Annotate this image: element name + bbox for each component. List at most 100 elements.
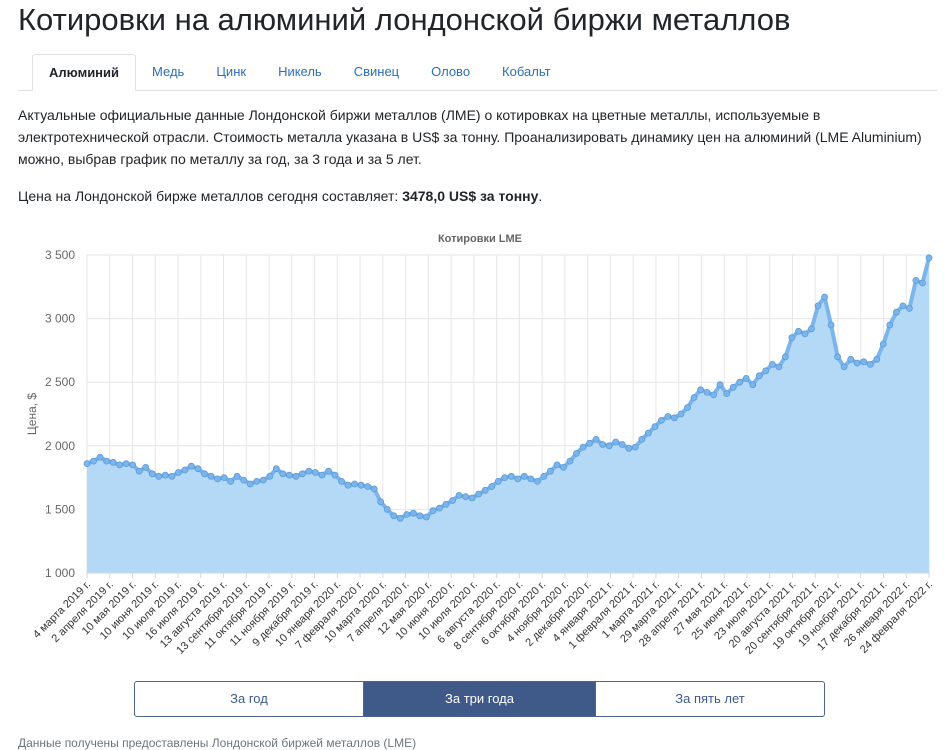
- price-point: [618, 441, 626, 448]
- price-suffix: .: [538, 188, 543, 204]
- price-point: [540, 472, 548, 480]
- price-point: [122, 460, 130, 468]
- one-year-button[interactable]: За год: [134, 681, 364, 717]
- price-point: [494, 477, 502, 485]
- tab-tin[interactable]: Олово: [431, 64, 471, 79]
- price-point: [775, 363, 783, 371]
- price-point: [233, 472, 241, 480]
- price-point: [827, 321, 835, 329]
- price-point: [318, 471, 326, 479]
- three-years-button[interactable]: За три года: [364, 681, 595, 717]
- price-point: [187, 462, 195, 470]
- price-point: [795, 327, 802, 335]
- price-point: [762, 367, 770, 375]
- price-point: [520, 472, 528, 480]
- price-point: [919, 279, 926, 287]
- tab-cobalt[interactable]: Кобальт: [502, 64, 551, 79]
- price-point: [834, 353, 841, 361]
- price-point: [214, 475, 221, 483]
- price-point: [83, 460, 91, 468]
- price-point: [742, 374, 750, 382]
- price-point: [716, 381, 724, 389]
- price-point: [129, 461, 137, 469]
- price-point: [566, 457, 574, 465]
- price-point: [429, 507, 437, 515]
- tab-lead[interactable]: Свинец: [353, 64, 400, 79]
- price-point: [377, 498, 385, 506]
- price-point: [272, 465, 280, 473]
- price-point: [925, 254, 933, 262]
- y-tick-label: 3 500: [45, 248, 75, 262]
- price-point: [501, 474, 509, 482]
- five-years-button[interactable]: За пять лет: [595, 681, 825, 717]
- price-point: [292, 472, 300, 480]
- price-point: [553, 461, 561, 469]
- source-note: Данные получены предоставлены Лондонской…: [18, 736, 417, 750]
- price-point: [866, 360, 874, 368]
- price-point: [879, 340, 887, 348]
- price-point: [442, 500, 450, 508]
- tab-zinc[interactable]: Цинк: [216, 64, 247, 79]
- price-point: [664, 413, 672, 420]
- price-point: [109, 458, 117, 466]
- price-point: [481, 486, 489, 494]
- price-point: [605, 442, 613, 450]
- y-tick-label: 2 500: [45, 375, 75, 389]
- price-point: [416, 512, 424, 520]
- price-point: [860, 358, 868, 366]
- price-point: [240, 476, 248, 484]
- price-point: [220, 474, 228, 482]
- price-point: [853, 359, 861, 367]
- price-point: [488, 483, 496, 490]
- price-point: [155, 472, 163, 480]
- price-point: [436, 504, 443, 512]
- price-point: [259, 476, 267, 484]
- y-tick-label: 2 000: [45, 439, 75, 453]
- price-point: [514, 475, 522, 483]
- y-tick-label: 1 000: [45, 566, 75, 580]
- price-point: [475, 490, 483, 498]
- price-point: [801, 330, 809, 338]
- chart-title: Котировки LME: [438, 233, 522, 245]
- price-point: [357, 481, 365, 489]
- price-area: [87, 257, 929, 573]
- price-value: 3478,0 US$ за тонну: [402, 188, 539, 204]
- price-point: [677, 410, 685, 418]
- price-point: [246, 480, 254, 488]
- price-point: [422, 513, 430, 521]
- price-point: [207, 472, 215, 480]
- price-point: [103, 457, 110, 465]
- tab-copper[interactable]: Медь: [152, 64, 185, 79]
- price-point: [390, 512, 398, 520]
- price-point: [370, 485, 378, 493]
- price-point: [409, 509, 417, 517]
- price-point: [808, 325, 815, 333]
- price-point: [201, 470, 208, 478]
- price-prefix: Цена на Лондонской бирже металлов сегодн…: [18, 188, 399, 204]
- price-point: [690, 394, 698, 401]
- price-point: [468, 494, 476, 502]
- price-point: [403, 511, 411, 518]
- price-point: [899, 302, 907, 310]
- price-point: [142, 463, 150, 471]
- price-point: [723, 390, 731, 398]
- price-point: [305, 467, 313, 475]
- price-point: [886, 321, 894, 329]
- price-point: [161, 471, 169, 479]
- price-point: [527, 475, 535, 483]
- price-point: [736, 378, 744, 386]
- price-point: [671, 414, 678, 422]
- tab-nickel[interactable]: Никель: [278, 64, 322, 79]
- intro-text: Актуальные официальные данные Лондонской…: [18, 107, 922, 167]
- price-point: [840, 363, 848, 371]
- price-point: [298, 470, 306, 478]
- price-point: [586, 439, 593, 447]
- price-point: [612, 438, 620, 446]
- price-point: [912, 277, 920, 284]
- price-point: [560, 463, 567, 471]
- price-point: [651, 423, 659, 431]
- price-point: [383, 505, 391, 513]
- price-point: [906, 305, 913, 312]
- tab-aluminium[interactable]: Алюминий: [32, 54, 137, 91]
- metal-tabs: Алюминий Медь Цинк Никель Свинец Олово К…: [18, 54, 937, 91]
